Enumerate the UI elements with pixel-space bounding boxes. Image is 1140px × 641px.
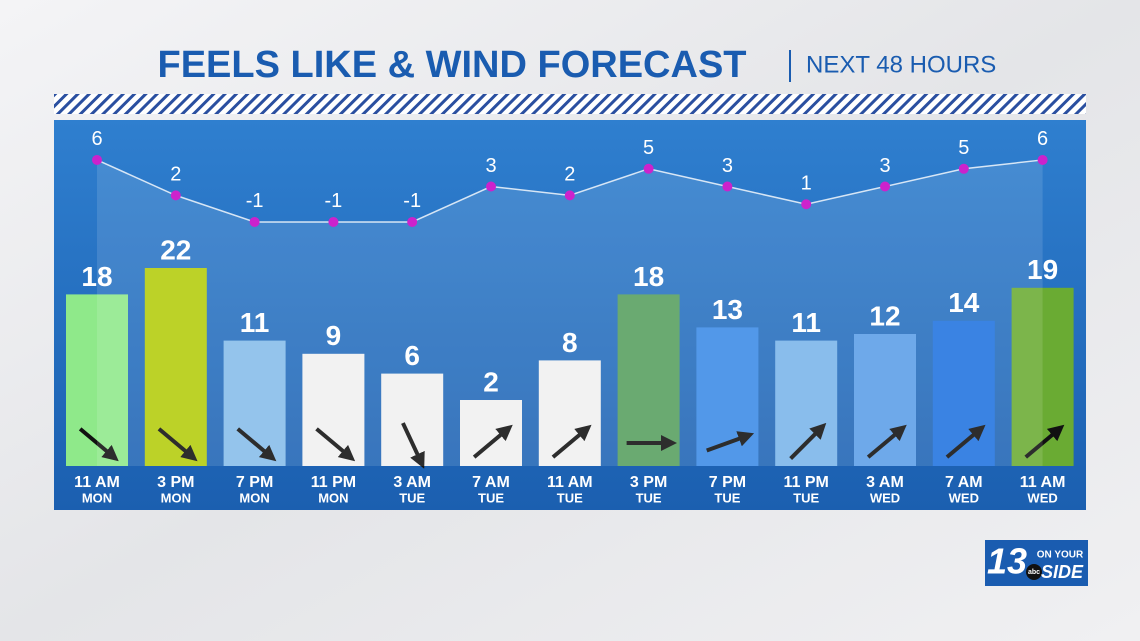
x-tick-label: 7 AM (472, 474, 510, 491)
bar-value-label: 22 (160, 234, 191, 265)
hatch-stripe (54, 94, 1086, 114)
line-marker (170, 190, 181, 201)
line-value-label: 1 (801, 173, 812, 195)
wind-arrow (315, 427, 356, 462)
x-tick-day: WED (1027, 490, 1057, 505)
wind-arrow (157, 427, 198, 462)
line-marker (1037, 154, 1048, 165)
line-marker (801, 199, 812, 210)
logo-line1: ON YOUR (1037, 550, 1084, 561)
logo-number: 13 (987, 541, 1027, 582)
line-value-label: 2 (564, 164, 575, 186)
bar-value-label: 11 (240, 307, 270, 338)
line-marker (722, 181, 733, 192)
x-tick-label: 7 PM (236, 474, 273, 491)
line-area (97, 159, 1043, 466)
bar (538, 360, 601, 466)
wind-arrow (551, 424, 592, 459)
x-tick-label: 3 AM (866, 474, 904, 491)
line-marker (92, 154, 102, 165)
line-marker (880, 181, 890, 192)
chart-title: FEELS LIKE & WIND FORECAST (158, 44, 747, 86)
bar-value-label: 13 (712, 294, 743, 325)
bar (144, 268, 207, 466)
wind-arrow (78, 427, 119, 462)
line-value-label: -1 (403, 190, 421, 212)
wind-arrow (789, 422, 827, 460)
x-tick-label: 3 PM (157, 474, 194, 491)
x-tick-day: TUE (636, 490, 662, 505)
line-marker (328, 216, 339, 227)
line-value-label: -1 (325, 190, 343, 212)
line-marker (564, 190, 575, 201)
line-marker (643, 163, 654, 174)
line-marker (958, 163, 969, 174)
logo-badge-circle (1026, 564, 1042, 580)
x-tick-day: WED (949, 490, 979, 505)
x-tick-label: 11 AM (547, 474, 593, 491)
line-marker (486, 181, 496, 192)
line-value-label: 5 (643, 137, 654, 159)
bar-value-label: 2 (483, 366, 499, 397)
x-tick-day: MON (239, 490, 269, 505)
line-value-label: -1 (246, 190, 264, 212)
x-tick-day: TUE (714, 490, 740, 505)
line-value-label: 3 (879, 155, 890, 177)
line-value-label: 3 (722, 155, 733, 177)
bar-value-label: 11 (791, 307, 821, 338)
x-tick-label: 11 PM (311, 474, 356, 491)
x-tick-label: 3 AM (393, 474, 431, 491)
line-value-label: 3 (485, 155, 496, 177)
line-value-label: 5 (958, 137, 969, 159)
x-tick-label: 7 PM (709, 474, 746, 491)
x-tick-label: 3 PM (630, 474, 667, 491)
bar-value-label: 14 (948, 287, 980, 318)
x-tick-label: 11 AM (1020, 474, 1066, 491)
wind-arrow (401, 422, 425, 469)
wind-arrow (945, 424, 986, 459)
wind-arrow (1024, 424, 1065, 459)
bar-value-label: 19 (1027, 254, 1058, 285)
x-tick-label: 11 AM (74, 474, 120, 491)
x-tick-day: TUE (478, 490, 504, 505)
wind-arrow (472, 424, 513, 459)
line-marker (249, 216, 260, 227)
bar-value-label: 18 (81, 261, 112, 292)
x-tick-day: TUE (557, 490, 583, 505)
logo-line2: SIDE (1041, 562, 1084, 582)
x-tick-day: MON (318, 490, 348, 505)
bar-value-label: 12 (869, 300, 900, 331)
x-tick-day: TUE (793, 490, 819, 505)
bar-value-label: 6 (404, 340, 420, 371)
x-tick-day: MON (82, 490, 112, 505)
wind-arrow (236, 427, 277, 462)
x-tick-label: 11 PM (784, 474, 829, 491)
line-value-label: 2 (170, 164, 181, 186)
bar-value-label: 9 (326, 320, 342, 351)
line-marker (407, 216, 418, 227)
bar-value-label: 8 (562, 327, 578, 358)
x-tick-day: MON (161, 490, 191, 505)
x-tick-label: 7 AM (945, 474, 983, 491)
bar-value-label: 18 (633, 261, 664, 292)
logo-badge: abc (1028, 569, 1040, 576)
x-tick-day: TUE (399, 490, 425, 505)
wind-arrow (866, 424, 907, 459)
line-value-label: 6 (91, 128, 102, 150)
logo: 13 abc ON YOUR SIDE (985, 540, 1088, 586)
line-value-label: 6 (1037, 128, 1048, 150)
x-tick-day: WED (870, 490, 900, 505)
chart-subtitle: NEXT 48 HOURS (806, 51, 996, 78)
wind-arrow (706, 431, 755, 453)
bar (381, 373, 444, 466)
bar (66, 294, 128, 466)
